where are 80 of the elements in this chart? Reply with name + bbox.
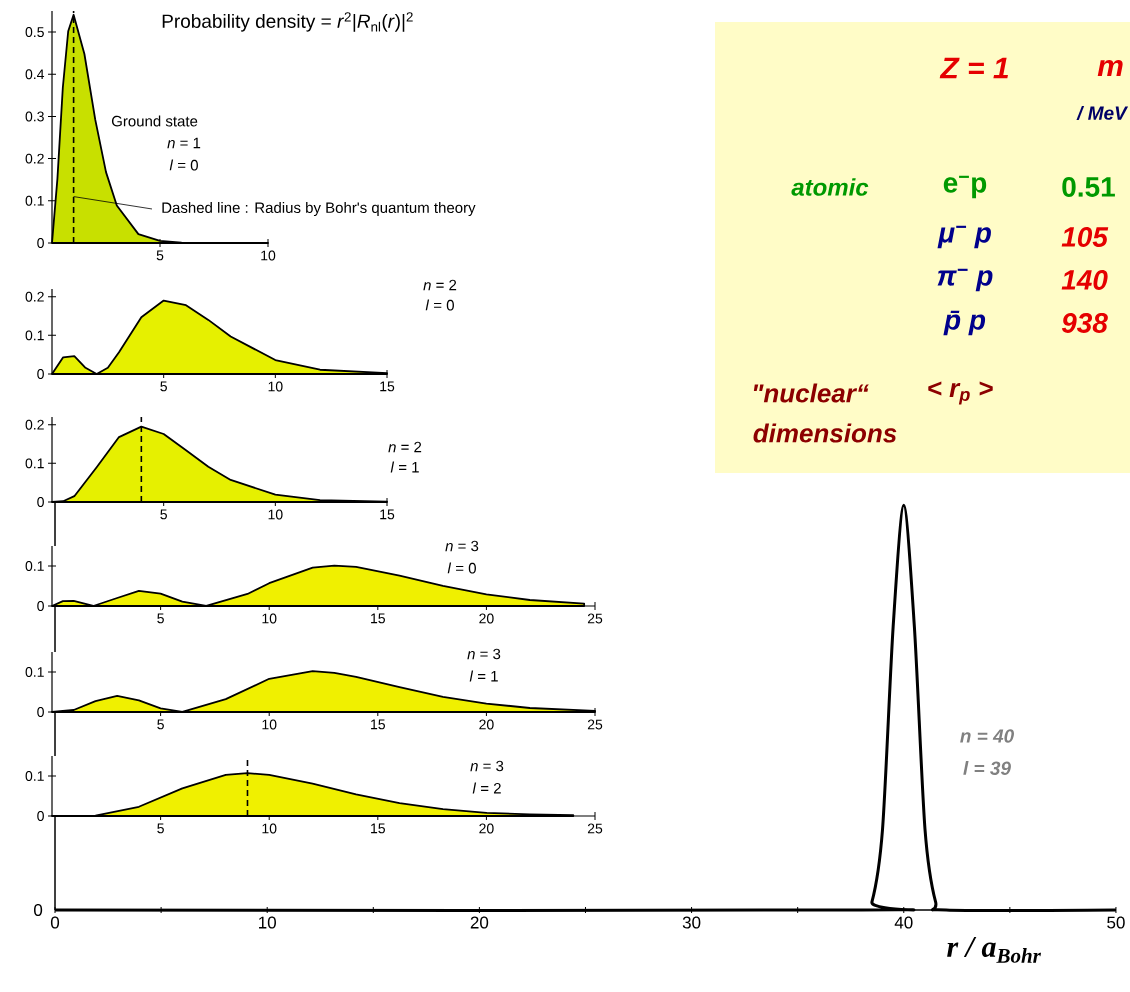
x-tick-label: 20 — [479, 613, 494, 624]
y-tick-label: 0 — [37, 601, 44, 611]
x-tick-label: 20 — [479, 823, 494, 834]
annotation: l = 0 — [447, 562, 476, 574]
y-tick-label: 0.2 — [25, 419, 44, 430]
annotation: l = 39 — [963, 761, 1011, 775]
x-tick-label: 20 — [479, 719, 494, 730]
text: π$^{−}$ p — [937, 268, 993, 292]
y-tick-label: 0 — [37, 707, 44, 717]
x-tick-label: 10 — [261, 250, 276, 261]
text: l = 1 — [390, 461, 419, 473]
x-tick-label: 5 — [157, 823, 164, 834]
annotation: n = 1 — [167, 137, 201, 149]
text: Z = 1 — [939, 57, 1008, 79]
text: p̄ p — [943, 310, 986, 336]
x-tick-label: 5 — [157, 719, 164, 730]
x-tick-label: 0 — [50, 916, 60, 929]
x-tick-label: 20 — [470, 916, 489, 929]
text: dimensions — [753, 423, 897, 443]
x-tick-label: 5 — [160, 381, 167, 392]
text: 0.51 — [1062, 177, 1115, 197]
y-tick-label: 0.1 — [25, 667, 44, 677]
y-tick-label: 0.1 — [25, 458, 44, 469]
y-tick-label: 0.1 — [25, 195, 44, 206]
y-tick-label: 0.1 — [25, 561, 44, 571]
chart-title: Probability density = r$^{2}$|R$_{nl}$(r)|$^{2}$ — [162, 12, 413, 32]
x-tick-label: 10 — [268, 509, 283, 520]
x-tick-label: 10 — [262, 613, 277, 624]
text: m — [1097, 59, 1123, 77]
x-tick-label: 5 — [156, 250, 164, 261]
annotation: l = 0 — [169, 159, 198, 171]
x-tick-label: 25 — [587, 613, 603, 624]
y-tick-label: 0.2 — [25, 153, 44, 164]
annotation: n = 3 — [470, 760, 504, 772]
text: atomic — [791, 178, 869, 196]
y-tick-label: 0.3 — [25, 111, 44, 122]
annotation: l = 1 — [469, 670, 498, 682]
x-tick-label: 15 — [371, 613, 385, 624]
y-tick-label: 0.4 — [25, 69, 45, 80]
x-tick-label: 10 — [268, 381, 283, 392]
annotation: n = 3 — [467, 648, 501, 660]
text: n = 2 — [388, 441, 422, 453]
x-tick-label: 15 — [380, 509, 395, 520]
x-tick-label: 5 — [160, 509, 167, 520]
x-tick-label: 5 — [157, 613, 164, 624]
x-tick-label: 10 — [262, 719, 277, 730]
text: / MeV — [1076, 105, 1129, 121]
annotation: Ground state — [111, 115, 198, 127]
annotation: n = 3 — [445, 540, 479, 552]
text: 938 — [1061, 313, 1108, 333]
annotation: Dashed line : Radius by Bohr's quantum theory — [162, 201, 476, 216]
y-tick-label: 0.2 — [25, 291, 44, 302]
x-tick-label: 15 — [380, 381, 395, 392]
text: 105 — [1061, 227, 1109, 247]
x-tick-label: 50 — [1107, 916, 1125, 929]
annotation: l = 2 — [472, 782, 501, 794]
y-tick-label: 0 — [37, 369, 44, 379]
x-axis-title: r / a$_{Bohr}$ — [947, 936, 1042, 963]
y-tick-label: 0 — [37, 497, 44, 507]
x-tick-label: 40 — [894, 916, 913, 929]
x-tick-label: 15 — [371, 823, 385, 834]
text: < r$_{p}$ > — [928, 381, 993, 405]
x-tick-label: 10 — [262, 823, 277, 834]
annotation: n = 40 — [960, 729, 1015, 743]
x-tick-label: 25 — [587, 823, 603, 834]
y-tick-label: 0 — [37, 238, 44, 248]
y-tick-label: 0 — [37, 811, 44, 821]
x-tick-label: 30 — [682, 916, 701, 929]
text: "nuclear“ — [753, 383, 869, 403]
text: e$^{−}$p — [943, 175, 987, 199]
y-tick-label: 0.1 — [25, 771, 44, 781]
y-tick-label: 0.5 — [25, 27, 44, 38]
x-tick-label: 10 — [259, 916, 276, 929]
text: n = 2 — [423, 279, 457, 291]
x-tick-label: 15 — [371, 719, 385, 730]
text: 140 — [1061, 270, 1108, 290]
x-tick-label: 25 — [587, 719, 603, 730]
y-tick-label: 0.1 — [25, 330, 44, 341]
text: l = 0 — [425, 299, 454, 311]
text: μ$^{−}$ p — [937, 225, 991, 249]
